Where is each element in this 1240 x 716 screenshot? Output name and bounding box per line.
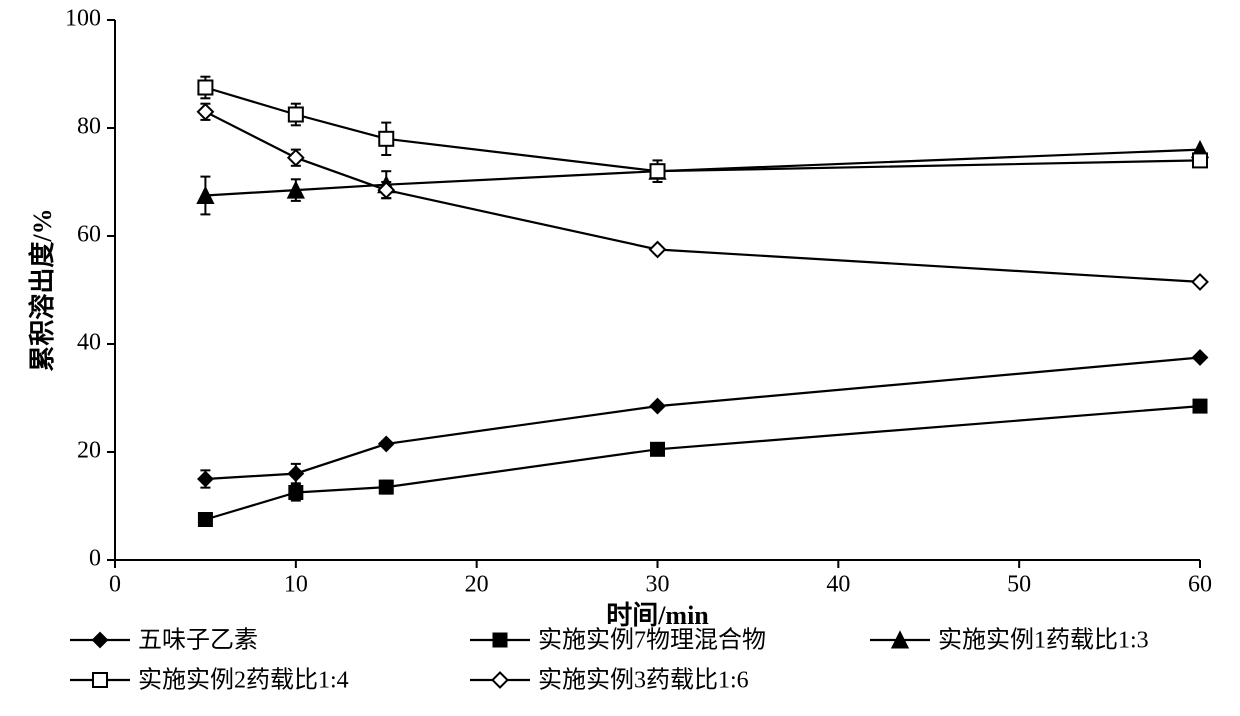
x-tick-label: 0 xyxy=(109,572,121,598)
y-axis-label: 累积溶出度/% xyxy=(27,208,57,371)
y-tick-label: 20 xyxy=(77,438,101,464)
x-tick-label: 20 xyxy=(465,572,489,598)
x-axis-label: 时间/min xyxy=(606,601,709,630)
x-tick-label: 30 xyxy=(646,572,670,598)
y-tick-label: 100 xyxy=(65,6,101,32)
x-tick-label: 40 xyxy=(826,572,850,598)
y-tick-label: 80 xyxy=(77,114,101,140)
y-tick-label: 40 xyxy=(77,330,101,356)
legend-label: 实施实例1药载比1:3 xyxy=(938,627,1149,654)
legend-label: 实施实例3药载比1:6 xyxy=(538,667,749,694)
y-tick-label: 0 xyxy=(89,546,101,572)
x-tick-label: 60 xyxy=(1188,572,1212,598)
chart-container: { "chart": { "type": "line", "width": 12… xyxy=(0,0,1240,716)
legend-label: 实施实例7物理混合物 xyxy=(538,627,766,654)
x-tick-label: 10 xyxy=(284,572,308,598)
x-tick-label: 50 xyxy=(1007,572,1031,598)
y-tick-label: 60 xyxy=(77,222,101,248)
legend-label: 实施实例2药载比1:4 xyxy=(138,667,349,694)
legend-label: 五味子乙素 xyxy=(138,627,258,654)
line-chart: 0 10 20 30 40 50 60 0 20 40 60 80 100 时间/min 累积溶出度/% 五味… xyxy=(0,0,1240,716)
